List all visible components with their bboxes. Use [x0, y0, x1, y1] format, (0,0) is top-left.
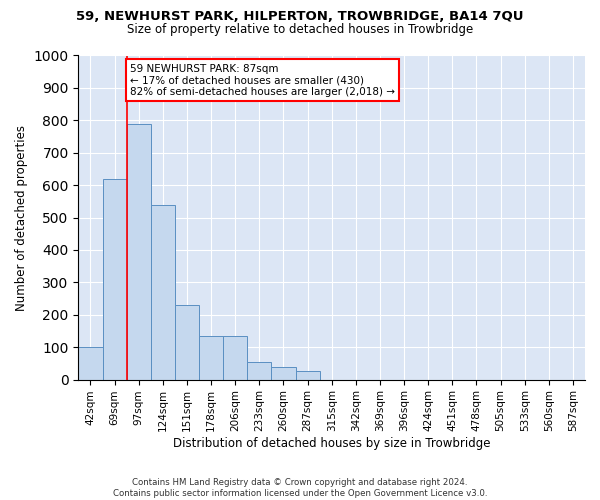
Y-axis label: Number of detached properties: Number of detached properties	[15, 124, 28, 310]
Bar	[79, 347, 103, 380]
Bar	[127, 124, 151, 380]
Bar	[223, 336, 247, 380]
Text: Contains HM Land Registry data © Crown copyright and database right 2024.
Contai: Contains HM Land Registry data © Crown c…	[113, 478, 487, 498]
Text: 59 NEWHURST PARK: 87sqm
← 17% of detached houses are smaller (430)
82% of semi-d: 59 NEWHURST PARK: 87sqm ← 17% of detache…	[130, 64, 395, 97]
Bar	[151, 204, 175, 380]
Bar	[103, 178, 127, 380]
Bar	[296, 372, 320, 380]
Bar	[175, 305, 199, 380]
Bar	[271, 366, 296, 380]
Bar	[199, 336, 223, 380]
Text: Size of property relative to detached houses in Trowbridge: Size of property relative to detached ho…	[127, 22, 473, 36]
Bar	[247, 362, 271, 380]
X-axis label: Distribution of detached houses by size in Trowbridge: Distribution of detached houses by size …	[173, 437, 490, 450]
Text: 59, NEWHURST PARK, HILPERTON, TROWBRIDGE, BA14 7QU: 59, NEWHURST PARK, HILPERTON, TROWBRIDGE…	[76, 10, 524, 23]
